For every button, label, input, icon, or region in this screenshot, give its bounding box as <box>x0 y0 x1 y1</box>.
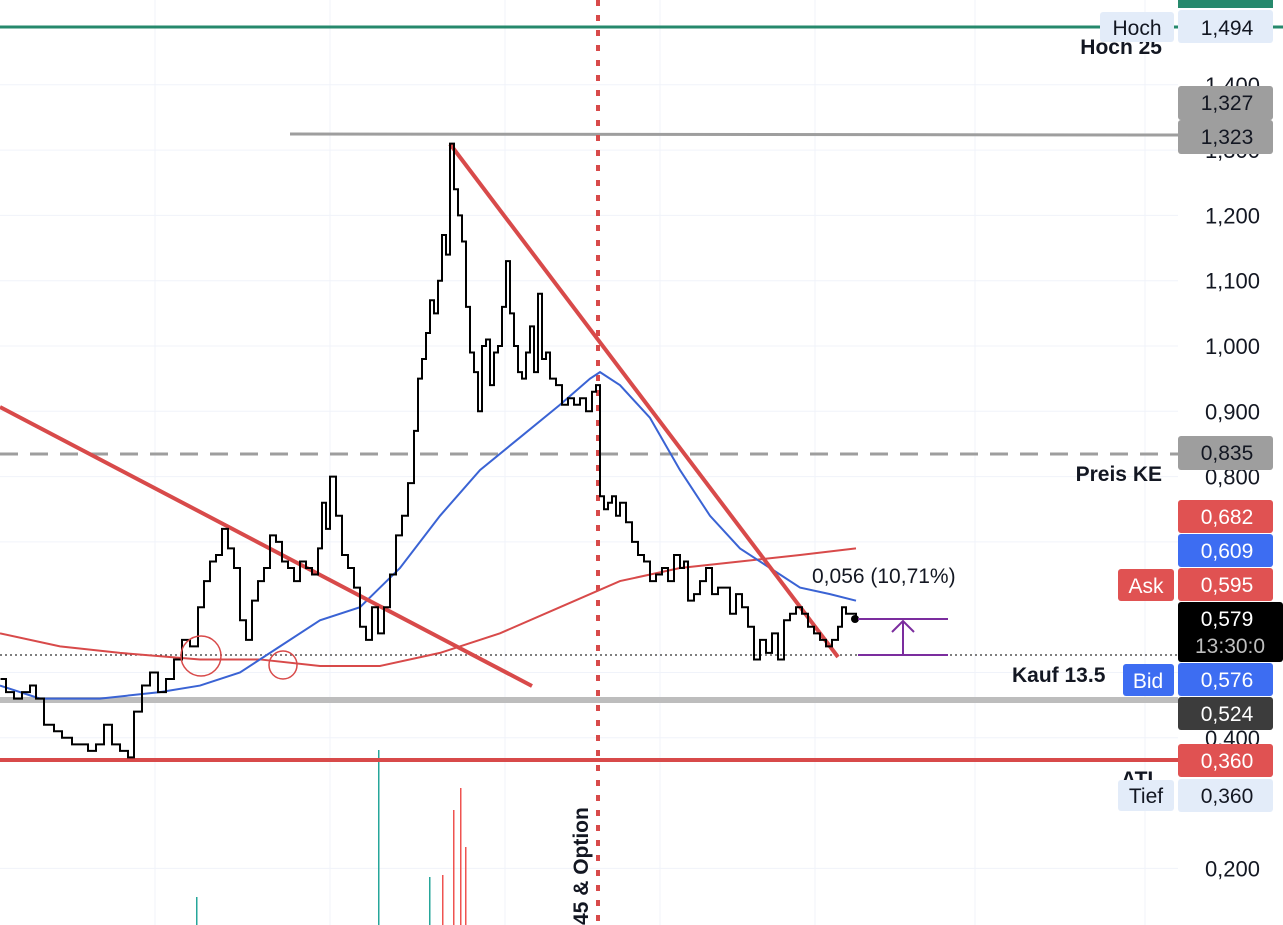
svg-text:0,360: 0,360 <box>1201 785 1254 808</box>
tag-bid: Bid <box>1123 664 1174 696</box>
volume-bar <box>465 847 467 925</box>
label-preis-ke: Preis KE <box>1076 463 1162 486</box>
tag-hoch: Hoch <box>1100 12 1174 42</box>
price-line <box>0 142 857 759</box>
svg-text:0,835: 0,835 <box>1201 442 1254 465</box>
svg-text:0,360: 0,360 <box>1201 750 1254 773</box>
last-price-dot <box>851 615 859 623</box>
svg-text:0,595: 0,595 <box>1201 574 1254 597</box>
price-tick-label: 1,200 <box>1205 203 1260 228</box>
tag-ask: Ask <box>1118 569 1174 601</box>
badge-bid-value: 0,576 <box>1178 663 1273 696</box>
badge-tief-value: 0,360 <box>1178 779 1273 812</box>
sma-red-line <box>0 547 857 667</box>
svg-text:1,323: 1,323 <box>1201 126 1254 149</box>
trendline-upper <box>448 142 840 659</box>
badge-0360: 0,360 <box>1178 744 1273 777</box>
svg-text:0,609: 0,609 <box>1201 540 1254 563</box>
price-tick-label: 1,000 <box>1205 334 1260 359</box>
label-kauf: Kauf 13.5 <box>1012 664 1106 687</box>
price-tick-label: 0,100 <box>1205 922 1260 925</box>
svg-text:1,327: 1,327 <box>1201 92 1254 115</box>
badge-ask-value: 0,595 <box>1178 568 1273 601</box>
volume-bars <box>196 750 467 925</box>
badge-top-partial <box>1178 0 1273 8</box>
volume-bar <box>460 788 462 925</box>
svg-text:0,579: 0,579 <box>1201 608 1254 631</box>
price-tick-label: 0,900 <box>1205 399 1260 424</box>
chart-grid <box>154 0 1146 925</box>
marker-circle-1 <box>180 635 222 677</box>
trendline-lower <box>0 405 533 688</box>
svg-text:Tief: Tief <box>1129 785 1163 808</box>
label-event: 45 & Option <box>570 807 593 925</box>
measure-tool[interactable] <box>858 618 948 656</box>
svg-text:Bid: Bid <box>1133 670 1163 693</box>
volume-bar <box>453 810 455 925</box>
sma-blue-line <box>0 370 857 700</box>
volume-bar <box>196 897 198 925</box>
badge-last-price: 0,579 13:30:0 <box>1178 602 1283 662</box>
badge-0835: 0,835 <box>1178 436 1273 470</box>
volume-bar <box>442 875 444 925</box>
svg-text:0,524: 0,524 <box>1201 703 1254 726</box>
measure-label: 0,056 (10,71%) <box>812 565 956 588</box>
svg-text:0,576: 0,576 <box>1201 669 1254 692</box>
marker-circle-2 <box>268 650 298 680</box>
badge-1327: 1,327 <box>1178 86 1273 120</box>
level-1323 <box>289 132 1179 137</box>
tag-tief: Tief <box>1118 780 1174 811</box>
svg-text:Hoch: Hoch <box>1112 17 1161 40</box>
svg-text:1,494: 1,494 <box>1201 17 1254 40</box>
price-tick-label: 1,100 <box>1205 269 1260 294</box>
price-tick-label: 0,200 <box>1205 856 1260 881</box>
badge-0682: 0,682 <box>1178 500 1273 533</box>
svg-text:0,682: 0,682 <box>1201 506 1254 529</box>
badge-1323: 1,323 <box>1178 120 1273 154</box>
volume-bar <box>429 877 431 925</box>
svg-text:13:30:0: 13:30:0 <box>1195 635 1265 658</box>
badge-hoch-value: 1,494 <box>1178 10 1273 43</box>
badge-0524: 0,524 <box>1178 697 1273 730</box>
chart-grid-horizontal <box>0 84 1178 869</box>
volume-bar <box>378 750 380 925</box>
svg-text:Ask: Ask <box>1128 575 1164 598</box>
badge-0609: 0,609 <box>1178 534 1273 567</box>
